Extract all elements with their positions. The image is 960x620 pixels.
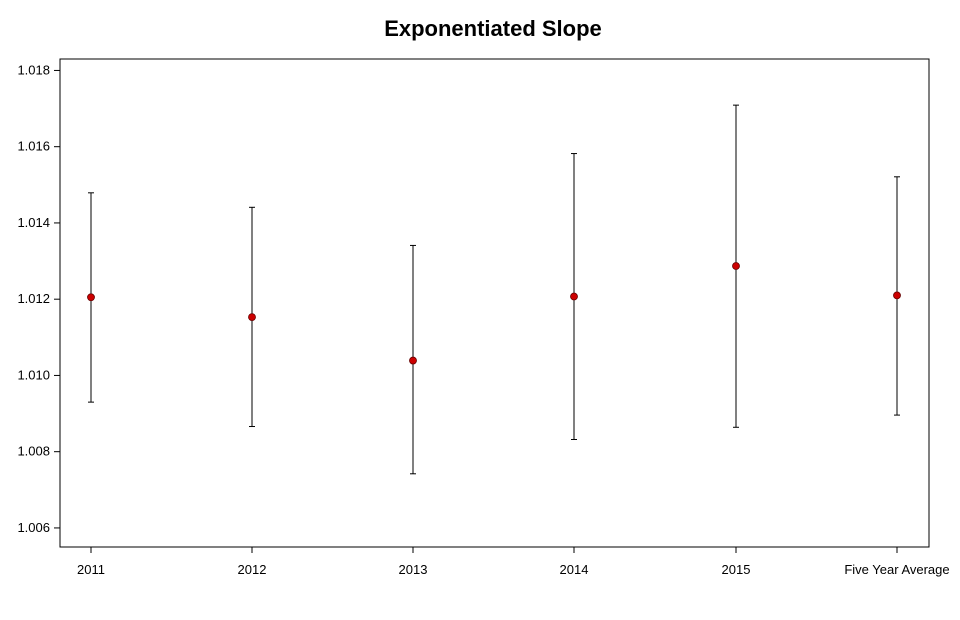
- data-points: [87, 262, 901, 365]
- x-tick-label: 2015: [722, 562, 751, 577]
- plot-frame: [59, 58, 930, 548]
- x-tick-label: 2011: [77, 562, 105, 577]
- x-axis: 2011 2012 2013 2014 2015 Five Year Average: [77, 547, 950, 577]
- y-tick-label: 1.014: [17, 215, 50, 230]
- y-tick-label: 1.008: [17, 444, 50, 459]
- error-bars: [88, 104, 900, 475]
- y-tick-label: 1.018: [17, 62, 50, 77]
- data-point: [248, 313, 256, 322]
- x-tick-label: 2014: [560, 562, 589, 577]
- chart-title: Exponentiated Slope: [384, 16, 602, 41]
- x-tick-label: Five Year Average: [844, 562, 949, 577]
- data-point: [570, 292, 578, 301]
- y-tick-label: 1.012: [17, 291, 50, 306]
- data-point: [87, 293, 95, 302]
- x-tick-label: 2012: [238, 562, 267, 577]
- data-point: [409, 356, 417, 365]
- data-point: [732, 262, 740, 270]
- x-tick-label: 2013: [399, 562, 428, 577]
- y-tick-label: 1.010: [17, 367, 50, 382]
- data-point: [893, 291, 901, 300]
- y-tick-label: 1.016: [17, 139, 50, 154]
- y-tick-label: 1.006: [17, 520, 50, 535]
- y-axis: 1.006 1.008 1.010 1.012 1.014 1.016 1.018: [17, 62, 60, 535]
